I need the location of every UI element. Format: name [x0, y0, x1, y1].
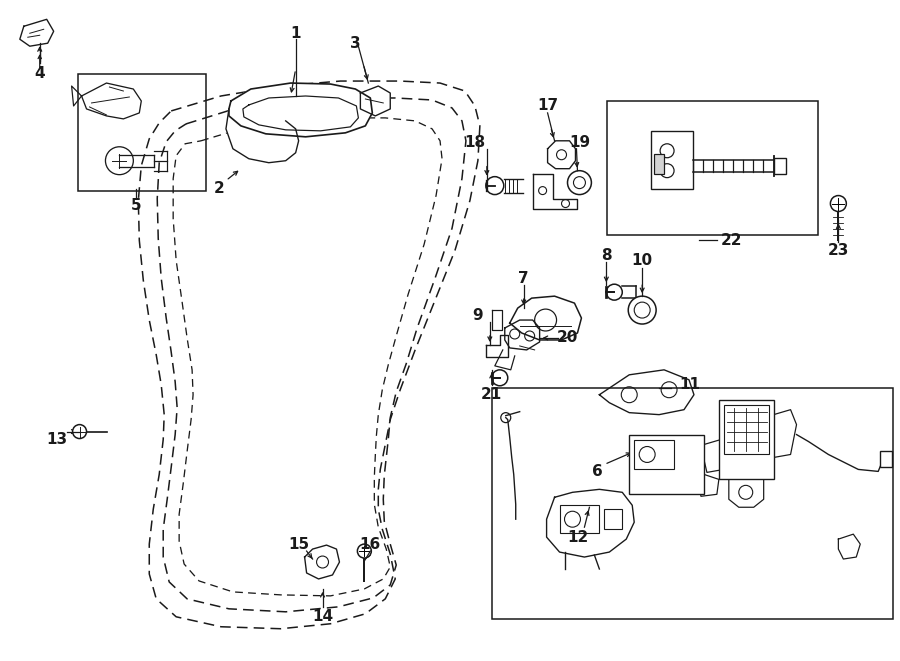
Text: 2: 2	[213, 181, 224, 196]
Bar	[724, 405, 769, 455]
Text: 1: 1	[291, 26, 301, 41]
Bar	[608, 101, 818, 235]
Circle shape	[491, 370, 508, 386]
Text: 20: 20	[557, 330, 578, 346]
Circle shape	[628, 296, 656, 324]
Bar	[652, 131, 693, 188]
Polygon shape	[486, 335, 508, 357]
Text: 12: 12	[567, 529, 588, 545]
Circle shape	[486, 176, 504, 194]
Polygon shape	[704, 440, 729, 473]
Bar	[629, 434, 704, 494]
Text: 11: 11	[679, 377, 700, 392]
Bar	[880, 451, 892, 467]
Bar	[654, 154, 664, 174]
Bar	[560, 505, 599, 533]
Text: 5: 5	[131, 198, 141, 213]
Bar	[634, 440, 674, 469]
Text: 15: 15	[288, 537, 310, 551]
Polygon shape	[533, 174, 578, 208]
Polygon shape	[360, 86, 391, 116]
Polygon shape	[495, 350, 515, 370]
Polygon shape	[699, 475, 719, 496]
Polygon shape	[82, 83, 141, 119]
Polygon shape	[839, 534, 860, 559]
Polygon shape	[229, 83, 373, 137]
Circle shape	[73, 424, 86, 438]
Bar	[77, 74, 206, 190]
Text: 22: 22	[721, 233, 742, 248]
Polygon shape	[491, 310, 502, 330]
Text: 17: 17	[537, 98, 558, 114]
Polygon shape	[509, 296, 581, 340]
Polygon shape	[599, 370, 694, 414]
Text: 18: 18	[464, 136, 485, 150]
Text: 10: 10	[632, 253, 652, 268]
Polygon shape	[729, 479, 764, 507]
Polygon shape	[505, 320, 540, 350]
Polygon shape	[226, 109, 299, 163]
Polygon shape	[20, 19, 54, 46]
Polygon shape	[304, 545, 339, 579]
Text: 6: 6	[592, 464, 603, 479]
Text: 23: 23	[828, 243, 849, 258]
Text: 3: 3	[350, 36, 361, 51]
Polygon shape	[72, 86, 82, 106]
Circle shape	[357, 544, 372, 558]
Polygon shape	[547, 141, 575, 169]
Text: 14: 14	[312, 609, 333, 624]
Circle shape	[105, 147, 133, 175]
Circle shape	[607, 284, 622, 300]
Bar	[604, 509, 622, 529]
Bar	[491, 388, 893, 619]
Text: 16: 16	[360, 537, 381, 551]
Text: 7: 7	[518, 271, 529, 286]
Polygon shape	[546, 489, 634, 557]
Text: 9: 9	[472, 307, 483, 323]
Circle shape	[831, 196, 846, 212]
Text: 13: 13	[46, 432, 68, 447]
Text: 19: 19	[569, 136, 590, 150]
Text: 21: 21	[482, 387, 502, 403]
Bar	[774, 158, 786, 174]
Polygon shape	[774, 410, 796, 457]
Text: 4: 4	[34, 65, 45, 81]
Text: 8: 8	[601, 248, 612, 263]
Bar	[719, 400, 774, 479]
Circle shape	[568, 171, 591, 194]
